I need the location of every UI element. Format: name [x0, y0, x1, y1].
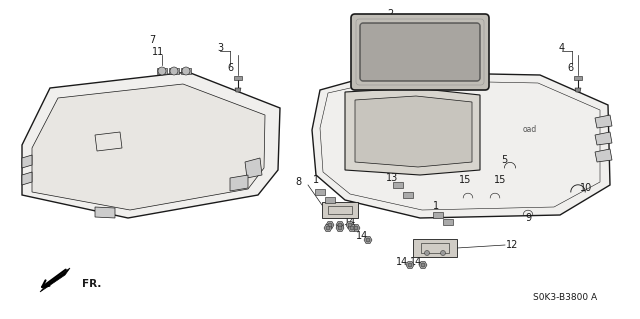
Circle shape: [328, 223, 332, 227]
Polygon shape: [574, 76, 582, 80]
Circle shape: [338, 223, 342, 227]
Text: 1: 1: [433, 201, 439, 211]
Circle shape: [170, 67, 178, 75]
Text: FR.: FR.: [82, 279, 101, 289]
Text: 12: 12: [506, 240, 518, 250]
Polygon shape: [352, 225, 360, 232]
Polygon shape: [22, 172, 32, 185]
Text: oad: oad: [523, 125, 537, 135]
Polygon shape: [22, 72, 280, 218]
Text: 5: 5: [501, 155, 507, 165]
Text: 1: 1: [313, 175, 319, 185]
Polygon shape: [575, 88, 581, 92]
Circle shape: [348, 223, 352, 227]
Polygon shape: [234, 76, 242, 80]
Circle shape: [366, 238, 370, 242]
Circle shape: [354, 226, 358, 230]
Polygon shape: [315, 189, 325, 195]
FancyBboxPatch shape: [360, 23, 480, 81]
Circle shape: [408, 263, 412, 267]
Polygon shape: [393, 182, 403, 188]
Text: 4: 4: [559, 43, 565, 53]
Polygon shape: [443, 219, 453, 225]
FancyBboxPatch shape: [351, 14, 489, 90]
Polygon shape: [345, 88, 480, 175]
Text: 8: 8: [295, 177, 301, 187]
Text: 3: 3: [217, 43, 223, 53]
Polygon shape: [32, 84, 265, 210]
Text: 2: 2: [387, 9, 393, 19]
Circle shape: [421, 263, 425, 267]
Polygon shape: [235, 88, 241, 92]
Text: 10: 10: [580, 183, 592, 193]
Polygon shape: [245, 158, 262, 178]
Polygon shape: [419, 262, 427, 269]
Circle shape: [326, 226, 330, 230]
Polygon shape: [364, 236, 372, 243]
Polygon shape: [403, 192, 413, 198]
Polygon shape: [433, 212, 443, 218]
Polygon shape: [157, 68, 167, 74]
Text: 14: 14: [356, 231, 368, 241]
Text: 14: 14: [410, 257, 422, 267]
Polygon shape: [336, 225, 344, 232]
Polygon shape: [595, 132, 612, 145]
Circle shape: [158, 67, 166, 75]
Polygon shape: [40, 268, 70, 292]
Polygon shape: [346, 221, 354, 228]
Text: S0K3-B3800 A: S0K3-B3800 A: [533, 293, 597, 302]
Text: 6: 6: [227, 63, 233, 73]
Polygon shape: [22, 155, 32, 168]
Text: 14: 14: [344, 217, 356, 227]
Circle shape: [182, 67, 190, 75]
Polygon shape: [230, 175, 248, 191]
Circle shape: [350, 226, 354, 230]
Text: 14: 14: [396, 257, 408, 267]
Text: 9: 9: [525, 213, 531, 223]
Circle shape: [338, 226, 342, 230]
Polygon shape: [181, 68, 191, 74]
Polygon shape: [595, 115, 612, 128]
Polygon shape: [336, 221, 344, 228]
Circle shape: [424, 250, 429, 256]
Text: 15: 15: [494, 175, 506, 185]
Text: 13: 13: [386, 173, 398, 183]
Polygon shape: [413, 239, 457, 257]
Polygon shape: [348, 225, 356, 232]
Text: 15: 15: [459, 175, 471, 185]
Text: 6: 6: [567, 63, 573, 73]
Polygon shape: [355, 96, 472, 167]
Polygon shape: [595, 149, 612, 162]
Text: 11: 11: [152, 47, 164, 57]
Polygon shape: [312, 72, 610, 218]
Circle shape: [440, 250, 445, 256]
Polygon shape: [406, 262, 414, 269]
Text: 7: 7: [149, 35, 155, 45]
Polygon shape: [169, 68, 179, 74]
Polygon shape: [324, 225, 332, 232]
Polygon shape: [325, 197, 335, 203]
Polygon shape: [95, 207, 115, 218]
Polygon shape: [322, 202, 358, 218]
Polygon shape: [326, 221, 334, 228]
